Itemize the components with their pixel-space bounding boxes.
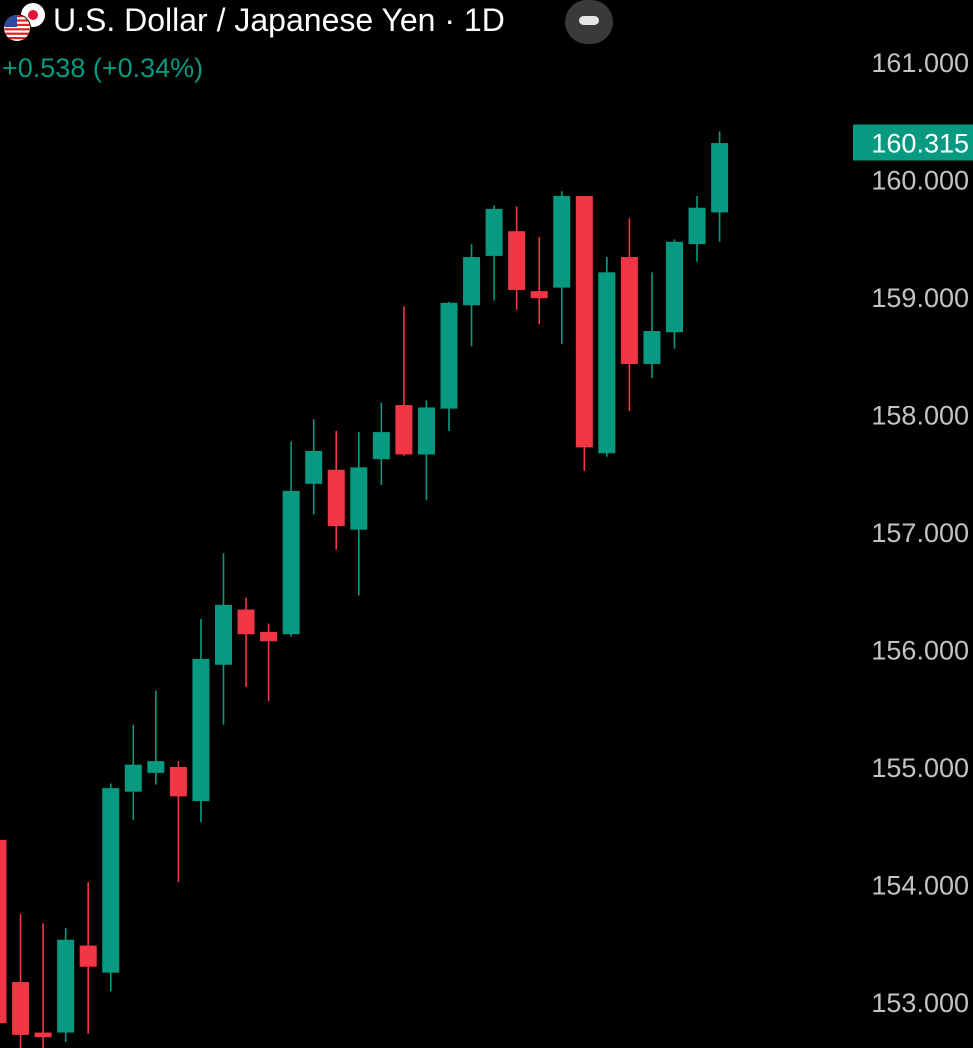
candle-body [417,407,435,455]
candle[interactable] [508,206,526,310]
candle-body [215,604,232,665]
candle[interactable] [643,272,661,379]
candle[interactable] [372,402,390,485]
candle[interactable] [0,839,7,1024]
candle[interactable] [575,195,593,471]
last-price-value: 160.315 [871,128,969,158]
candle[interactable] [34,923,52,1048]
candle[interactable] [485,205,503,301]
price-axis-tick-label: 157.000 [871,518,969,548]
candle-body [688,207,706,245]
candle[interactable] [327,430,345,550]
candle-body [260,631,278,642]
candle-body [12,982,30,1035]
candle-body [305,450,323,484]
candle[interactable] [79,882,97,1034]
price-axis-tick-label: 161.000 [871,48,969,78]
collapse-button[interactable] [565,0,613,44]
candle[interactable] [147,690,165,785]
candle[interactable] [237,597,255,688]
candle-body [530,291,548,299]
candle-body [553,195,571,288]
candle-body [124,764,142,792]
candle-body [372,432,390,460]
candle[interactable] [417,400,435,501]
candle-body [643,331,661,364]
symbol-header: U.S. Dollar / Japanese Yen · 1D [0,0,700,44]
candle-body [508,231,526,290]
candle-body [169,767,187,797]
candle[interactable] [305,419,323,515]
candle[interactable] [12,913,30,1048]
symbol-title[interactable]: U.S. Dollar / Japanese Yen · 1D [53,0,505,40]
price-axis-tick-label: 159.000 [871,283,969,313]
price-change: +0.538 (+0.34%) [2,53,204,83]
candle-body [102,788,120,973]
candle[interactable] [215,553,232,725]
price-axis-tick-label: 158.000 [871,401,969,431]
candle-body [485,208,503,256]
last-price-label: 160.315 [853,124,973,161]
price-axis-tick-label: 154.000 [871,871,969,901]
candle-body [147,761,165,773]
candle[interactable] [395,306,413,456]
candle[interactable] [620,218,638,411]
candle[interactable] [57,927,75,1042]
candle-body [575,195,593,448]
candle[interactable] [666,239,683,349]
candle-body [620,257,638,364]
candle[interactable] [124,724,142,820]
candle[interactable] [440,301,458,431]
candle[interactable] [711,131,729,242]
last-price-badge [853,124,973,161]
candle[interactable] [260,623,278,702]
candle-body [440,302,458,409]
interval-label: 1D [463,2,505,38]
candle-body [598,272,616,454]
candle[interactable] [598,257,616,457]
candle[interactable] [169,761,187,883]
candle-body [237,609,255,635]
candle-body [327,469,345,527]
price-axis-tick-label: 153.000 [871,988,969,1018]
candle-body [711,143,729,213]
price-axis-tick-label: 160.000 [871,166,969,196]
title-separator: · [444,2,456,38]
candle-body [282,490,300,635]
candle[interactable] [102,783,120,992]
minus-icon [579,16,599,25]
candle[interactable] [192,618,210,823]
price-axis-tick-label: 156.000 [871,636,969,666]
candle-body [463,257,481,306]
candle-body [79,945,97,967]
candle-body [666,241,683,333]
candle[interactable] [350,432,368,596]
candle-body [57,939,75,1033]
candle-body [350,467,368,530]
price-axis-tick-label: 155.000 [871,753,969,783]
candle-body [34,1032,52,1038]
symbol-name: U.S. Dollar / Japanese Yen [53,2,436,38]
candle[interactable] [463,244,481,347]
candle-body [395,405,413,455]
candle-body [0,839,7,1024]
candle[interactable] [530,237,548,325]
candle[interactable] [553,191,571,344]
candle-body [192,658,210,802]
us-flag-icon [3,14,31,42]
candle[interactable] [282,441,300,637]
candle[interactable] [688,195,706,262]
currency-flags-icon [3,3,45,42]
